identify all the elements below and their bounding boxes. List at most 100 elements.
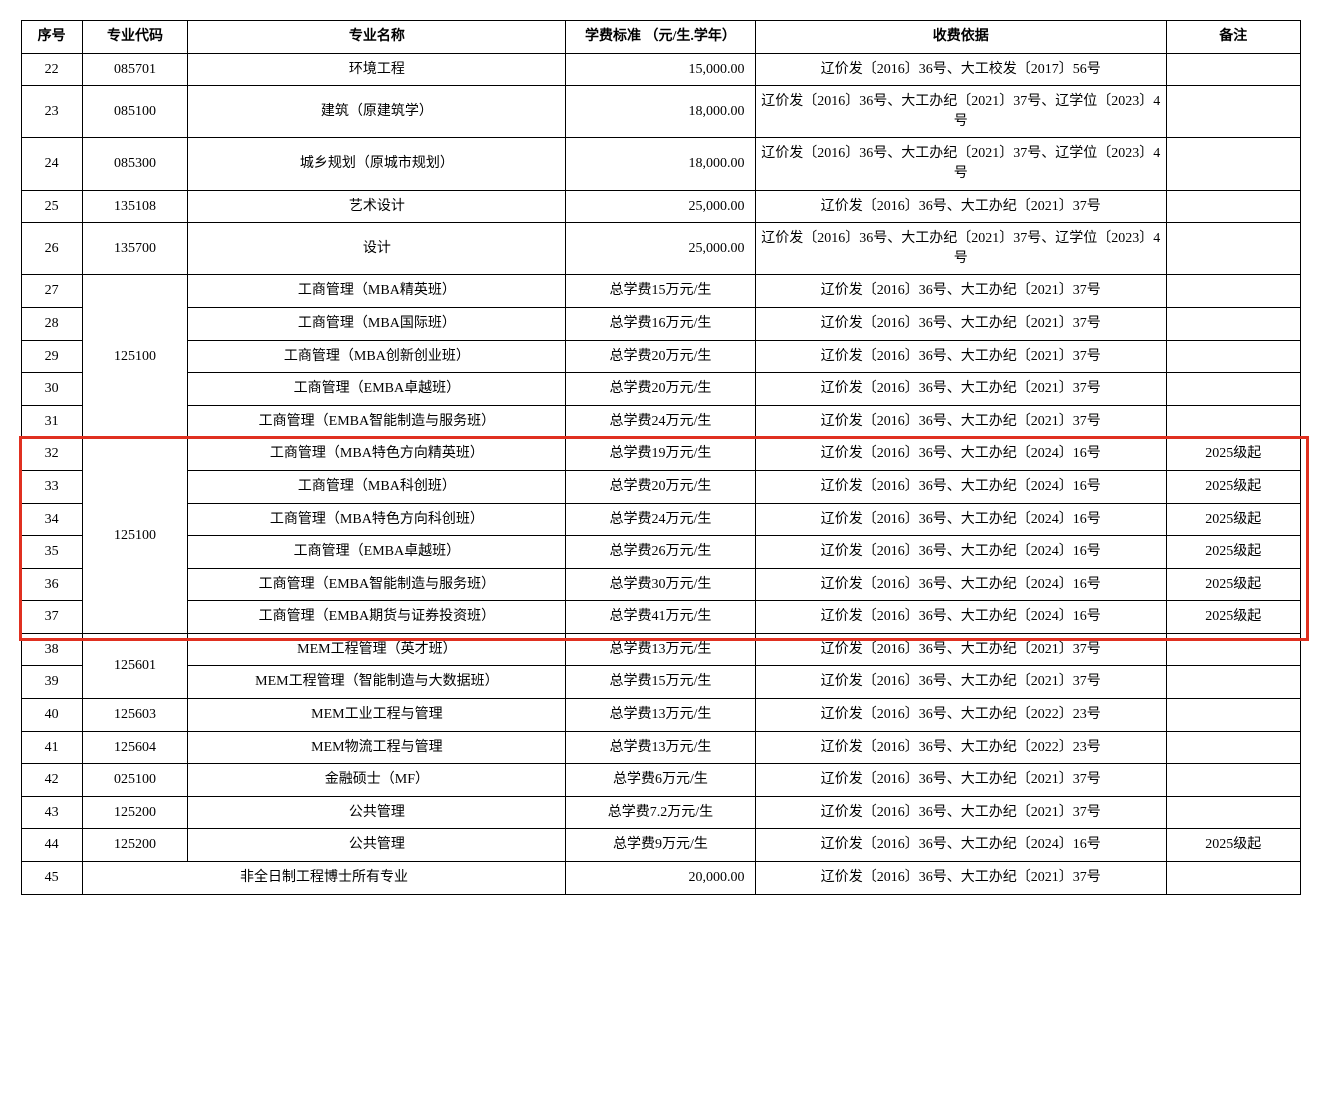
cell-note <box>1167 307 1301 340</box>
cell-idx: 27 <box>21 275 82 308</box>
cell-name: 工商管理（MBA特色方向科创班） <box>188 503 566 536</box>
cell-name: 工商管理（MBA精英班） <box>188 275 566 308</box>
col-header-basis: 收费依据 <box>755 21 1167 54</box>
table-row: 43125200公共管理总学费7.2万元/生辽价发〔2016〕36号、大工办纪〔… <box>21 796 1300 829</box>
cell-fee: 总学费20万元/生 <box>566 373 755 406</box>
cell-name: 公共管理 <box>188 796 566 829</box>
table-row: 42025100金融硕士（MF）总学费6万元/生辽价发〔2016〕36号、大工办… <box>21 764 1300 797</box>
cell-fee: 总学费24万元/生 <box>566 405 755 438</box>
cell-fee: 总学费6万元/生 <box>566 764 755 797</box>
cell-idx: 31 <box>21 405 82 438</box>
cell-note <box>1167 138 1301 190</box>
cell-fee: 总学费16万元/生 <box>566 307 755 340</box>
table-row: 32125100工商管理（MBA特色方向精英班）总学费19万元/生辽价发〔201… <box>21 438 1300 471</box>
cell-note <box>1167 731 1301 764</box>
cell-basis: 辽价发〔2016〕36号、大工办纪〔2024〕16号 <box>755 568 1167 601</box>
cell-idx: 39 <box>21 666 82 699</box>
fee-table: 序号 专业代码 专业名称 学费标准 （元/生.学年） 收费依据 备注 22085… <box>21 20 1301 895</box>
cell-basis: 辽价发〔2016〕36号、大工办纪〔2021〕37号 <box>755 862 1167 895</box>
cell-note <box>1167 373 1301 406</box>
table-row: 30 工商管理（EMBA卓越班）总学费20万元/生辽价发〔2016〕36号、大工办… <box>21 373 1300 406</box>
cell-fee: 15,000.00 <box>566 53 755 86</box>
cell-idx: 30 <box>21 373 82 406</box>
cell-code: 125200 <box>82 829 188 862</box>
col-header-code: 专业代码 <box>82 21 188 54</box>
table-row: 39MEM工程管理（智能制造与大数据班）总学费15万元/生辽价发〔2016〕36… <box>21 666 1300 699</box>
col-header-name: 专业名称 <box>188 21 566 54</box>
cell-fee: 总学费9万元/生 <box>566 829 755 862</box>
cell-name: 艺术设计 <box>188 190 566 223</box>
cell-note: 2025级起 <box>1167 536 1301 569</box>
cell-name: 工商管理（MBA特色方向精英班） <box>188 438 566 471</box>
table-row: 23085100建筑（原建筑学）18,000.00辽价发〔2016〕36号、大工… <box>21 86 1300 138</box>
cell-note <box>1167 796 1301 829</box>
table-row: 36工商管理（EMBA智能制造与服务班）总学费30万元/生辽价发〔2016〕36… <box>21 568 1300 601</box>
table-container: 序号 专业代码 专业名称 学费标准 （元/生.学年） 收费依据 备注 22085… <box>21 20 1301 895</box>
col-header-idx: 序号 <box>21 21 82 54</box>
cell-name: 工商管理（EMBA卓越班） <box>188 373 566 406</box>
cell-idx: 29 <box>21 340 82 373</box>
cell-basis: 辽价发〔2016〕36号、大工办纪〔2024〕16号 <box>755 536 1167 569</box>
cell-name: 工商管理（MBA国际班） <box>188 307 566 340</box>
cell-note <box>1167 862 1301 895</box>
cell-name: 环境工程 <box>188 53 566 86</box>
cell-basis: 辽价发〔2016〕36号、大工办纪〔2024〕16号 <box>755 438 1167 471</box>
cell-basis: 辽价发〔2016〕36号、大工办纪〔2021〕37号 <box>755 373 1167 406</box>
cell-fee: 总学费13万元/生 <box>566 731 755 764</box>
cell-note <box>1167 633 1301 666</box>
cell-idx: 45 <box>21 862 82 895</box>
col-header-fee: 学费标准 （元/生.学年） <box>566 21 755 54</box>
cell-basis: 辽价发〔2016〕36号、大工办纪〔2021〕37号 <box>755 796 1167 829</box>
table-row: 24085300城乡规划（原城市规划）18,000.00辽价发〔2016〕36号… <box>21 138 1300 190</box>
cell-code: 085100 <box>82 86 188 138</box>
cell-note: 2025级起 <box>1167 438 1301 471</box>
cell-fee: 总学费15万元/生 <box>566 666 755 699</box>
cell-idx: 40 <box>21 699 82 732</box>
cell-basis: 辽价发〔2016〕36号、大工办纪〔2024〕16号 <box>755 470 1167 503</box>
cell-note <box>1167 340 1301 373</box>
cell-basis: 辽价发〔2016〕36号、大工校发〔2017〕56号 <box>755 53 1167 86</box>
table-row: 33工商管理（MBA科创班）总学费20万元/生辽价发〔2016〕36号、大工办纪… <box>21 470 1300 503</box>
cell-note: 2025级起 <box>1167 470 1301 503</box>
cell-name: 工商管理（EMBA卓越班） <box>188 536 566 569</box>
cell-fee: 总学费13万元/生 <box>566 633 755 666</box>
table-row: 22085701环境工程15,000.00辽价发〔2016〕36号、大工校发〔2… <box>21 53 1300 86</box>
cell-idx: 42 <box>21 764 82 797</box>
cell-note <box>1167 86 1301 138</box>
cell-note <box>1167 223 1301 275</box>
cell-note <box>1167 405 1301 438</box>
table-body: 22085701环境工程15,000.00辽价发〔2016〕36号、大工校发〔2… <box>21 53 1300 894</box>
cell-code: 085701 <box>82 53 188 86</box>
cell-idx: 26 <box>21 223 82 275</box>
cell-basis: 辽价发〔2016〕36号、大工办纪〔2021〕37号、辽学位〔2023〕4号 <box>755 86 1167 138</box>
cell-code: 135700 <box>82 223 188 275</box>
cell-basis: 辽价发〔2016〕36号、大工办纪〔2024〕16号 <box>755 829 1167 862</box>
cell-name: 公共管理 <box>188 829 566 862</box>
cell-basis: 辽价发〔2016〕36号、大工办纪〔2021〕37号 <box>755 307 1167 340</box>
cell-basis: 辽价发〔2016〕36号、大工办纪〔2021〕37号 <box>755 666 1167 699</box>
cell-basis: 辽价发〔2016〕36号、大工办纪〔2024〕16号 <box>755 601 1167 634</box>
cell-idx: 35 <box>21 536 82 569</box>
cell-code: 125603 <box>82 699 188 732</box>
table-row: 45非全日制工程博士所有专业20,000.00辽价发〔2016〕36号、大工办纪… <box>21 862 1300 895</box>
cell-code: 125601 <box>82 633 188 698</box>
cell-note <box>1167 699 1301 732</box>
cell-note <box>1167 666 1301 699</box>
cell-fee: 总学费26万元/生 <box>566 536 755 569</box>
table-row: 29工商管理（MBA创新创业班）总学费20万元/生辽价发〔2016〕36号、大工… <box>21 340 1300 373</box>
cell-fee: 总学费30万元/生 <box>566 568 755 601</box>
cell-fee: 总学费20万元/生 <box>566 340 755 373</box>
cell-fee: 总学费7.2万元/生 <box>566 796 755 829</box>
cell-idx: 36 <box>21 568 82 601</box>
cell-code: 125100 <box>82 438 188 634</box>
cell-code: 025100 <box>82 764 188 797</box>
cell-note: 2025级起 <box>1167 829 1301 862</box>
table-row: 26135700设计25,000.00辽价发〔2016〕36号、大工办纪〔202… <box>21 223 1300 275</box>
table-row: 31工商管理（EMBA智能制造与服务班）总学费24万元/生辽价发〔2016〕36… <box>21 405 1300 438</box>
cell-idx: 44 <box>21 829 82 862</box>
cell-name: 非全日制工程博士所有专业 <box>82 862 566 895</box>
cell-code: 125100 <box>82 275 188 438</box>
cell-name: 工商管理（MBA科创班） <box>188 470 566 503</box>
cell-basis: 辽价发〔2016〕36号、大工办纪〔2022〕23号 <box>755 699 1167 732</box>
cell-idx: 37 <box>21 601 82 634</box>
